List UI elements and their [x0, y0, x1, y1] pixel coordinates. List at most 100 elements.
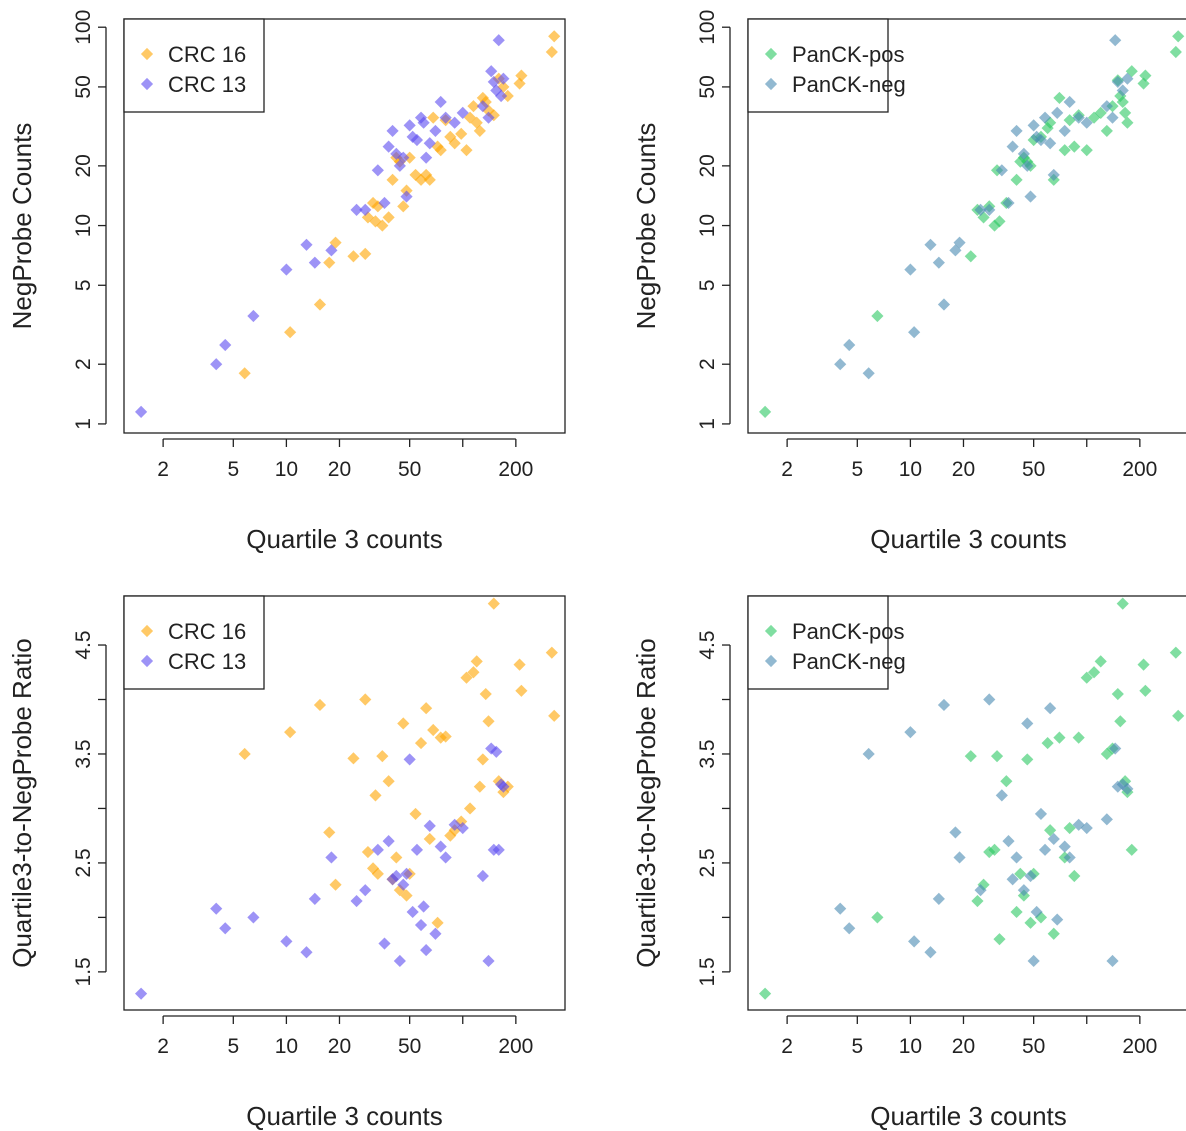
- legend-label: PanCK-pos: [792, 619, 905, 644]
- data-point: [548, 30, 561, 43]
- data-point: [1080, 144, 1093, 157]
- data-point: [284, 326, 297, 339]
- data-point: [429, 927, 442, 940]
- data-point: [1017, 147, 1030, 160]
- legend-label: PanCK-neg: [792, 649, 906, 674]
- y-tick-label: 2.5: [72, 848, 95, 877]
- data-point: [1010, 905, 1023, 919]
- y-tick-label: 2: [72, 358, 95, 370]
- x-tick-label: 10: [275, 458, 298, 481]
- x-tick-label: 20: [328, 458, 351, 481]
- data-point: [1087, 666, 1101, 679]
- x-tick-label: 20: [328, 1035, 351, 1058]
- data-point: [1172, 30, 1185, 43]
- data-point: [515, 69, 528, 82]
- x-tick-label: 2: [781, 458, 793, 481]
- y-tick-label: 10: [72, 214, 95, 237]
- x-axis-title: Quartile 3 counts: [870, 524, 1067, 554]
- data-point: [369, 789, 382, 802]
- data-point: [1058, 124, 1071, 138]
- data-point: [386, 173, 399, 186]
- data-point: [1002, 196, 1015, 210]
- x-tick-label: 50: [398, 1035, 421, 1058]
- data-point: [135, 405, 148, 418]
- data-point: [473, 124, 486, 138]
- series-2-points: [834, 693, 1134, 968]
- data-point: [487, 597, 500, 610]
- data-point: [414, 736, 428, 750]
- y-axis-title: NegProbe Counts: [631, 123, 661, 330]
- data-point: [323, 826, 336, 839]
- x-tick-label: 5: [851, 1035, 863, 1058]
- data-point: [548, 709, 561, 722]
- data-point: [382, 835, 395, 848]
- data-point: [924, 238, 937, 251]
- data-point: [397, 200, 410, 213]
- plot-frame: [747, 18, 1186, 434]
- data-point: [834, 902, 847, 915]
- plot-frame: [123, 595, 566, 1011]
- data-point: [420, 151, 433, 164]
- data-point: [460, 144, 473, 157]
- data-point: [1027, 119, 1040, 132]
- plot-frame: [123, 18, 566, 434]
- data-point: [1137, 658, 1150, 671]
- data-point: [361, 845, 375, 859]
- x-tick-label: 2: [157, 458, 169, 481]
- data-point: [467, 666, 480, 679]
- data-point: [1021, 717, 1034, 730]
- data-point: [1034, 807, 1048, 820]
- x-tick-label: 200: [498, 458, 533, 481]
- data-point: [403, 151, 416, 164]
- data-point: [400, 190, 413, 203]
- data-point: [247, 309, 260, 323]
- x-tick-label: 200: [498, 1035, 533, 1058]
- panel-3: 2 5 10 20 50 200 Quartile 3 counts 1.5 2.5 3.5 4.5…: [7, 595, 566, 1131]
- data-point: [238, 367, 251, 380]
- data-point: [455, 127, 468, 140]
- series-1-points: [238, 30, 561, 380]
- data-point: [904, 726, 917, 739]
- data-point: [393, 954, 406, 968]
- data-point: [843, 338, 856, 352]
- data-point: [325, 851, 338, 864]
- data-point: [238, 747, 251, 761]
- data-point: [1024, 916, 1037, 929]
- data-point: [1106, 954, 1119, 968]
- data-point: [350, 894, 363, 908]
- x-tick-label: 10: [899, 1035, 922, 1058]
- data-point: [280, 263, 293, 276]
- legend: CRC 16 CRC 13: [123, 595, 265, 690]
- data-point: [382, 211, 395, 224]
- data-point: [1139, 69, 1152, 82]
- legend: PanCK-pos PanCK-neg: [747, 595, 906, 690]
- data-point: [410, 843, 424, 856]
- y-tick-label: 1.5: [72, 957, 95, 986]
- data-point: [1051, 913, 1064, 926]
- x-tick-label: 200: [1122, 1035, 1157, 1058]
- y-axis-title: Quartile3-to-NegProbe Ratio: [631, 638, 661, 968]
- data-point: [932, 256, 945, 269]
- legend-box: [123, 595, 265, 690]
- data-point: [995, 789, 1008, 802]
- data-point: [515, 684, 528, 697]
- data-point: [403, 753, 416, 766]
- x-tick-label: 5: [227, 458, 239, 481]
- data-point: [1121, 116, 1134, 129]
- data-point: [1068, 869, 1081, 883]
- data-point: [456, 821, 469, 835]
- data-point: [308, 892, 321, 905]
- legend-label: CRC 13: [168, 72, 246, 97]
- data-point: [406, 905, 419, 919]
- data-point: [403, 119, 416, 132]
- series-2-points: [135, 742, 510, 1000]
- data-point: [427, 723, 440, 737]
- panel-2: 2 5 10 20 50 200 Quartile 3 counts 1 2 5 10 20 50 100…: [631, 10, 1186, 554]
- legend-label: CRC 16: [168, 619, 246, 644]
- x-tick-label: 20: [952, 458, 975, 481]
- data-point: [476, 869, 489, 883]
- x-tick-label: 50: [398, 458, 421, 481]
- data-point: [371, 843, 384, 856]
- legend-marker: [140, 77, 154, 91]
- data-point: [409, 807, 422, 820]
